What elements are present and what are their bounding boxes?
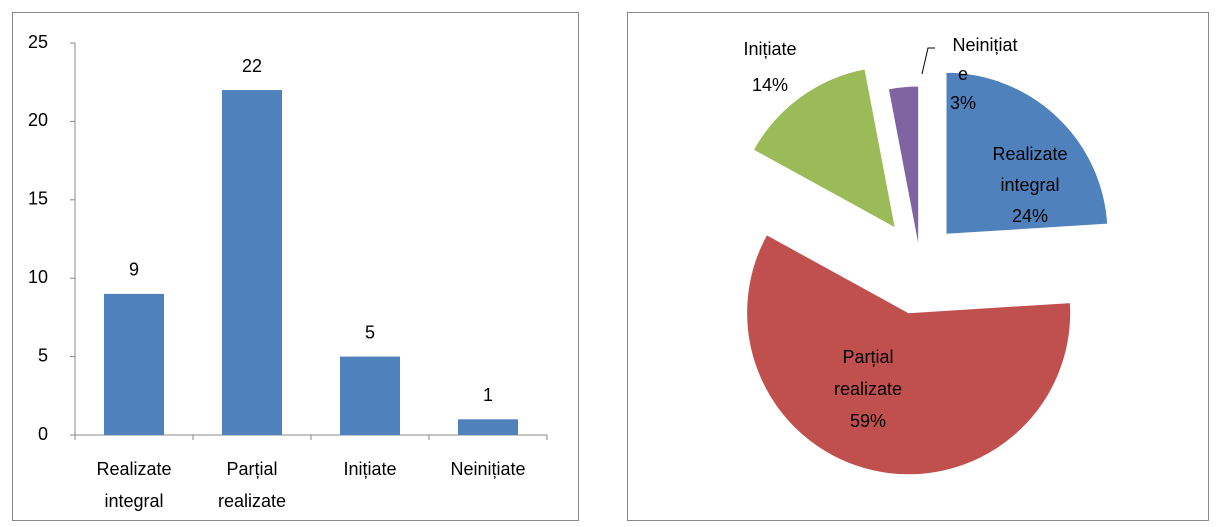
data-label: 5 — [365, 322, 375, 342]
x-tick-label: Inițiate — [343, 459, 396, 479]
data-label: 9 — [129, 260, 139, 280]
y-tick-label: 25 — [28, 32, 48, 52]
bar — [104, 293, 164, 435]
pie-value-label: 24% — [1012, 206, 1048, 226]
pie-label: Realizate integral — [992, 144, 1067, 195]
x-tick-label: Realizate integral — [96, 459, 171, 511]
pie-label: Neinițiat e — [952, 35, 1017, 84]
y-tick-label: 5 — [38, 345, 48, 365]
y-tick-label: 0 — [38, 424, 48, 444]
data-label: 22 — [242, 56, 262, 76]
bar — [340, 356, 400, 435]
pie-slice — [887, 85, 920, 249]
pie-label: Parțial realizate — [834, 347, 902, 399]
y-tick-label: 15 — [28, 189, 48, 209]
pie-value-label: 3% — [950, 93, 976, 113]
bar — [458, 419, 518, 435]
y-tick-label: 10 — [28, 267, 48, 287]
pie-slice — [752, 68, 897, 229]
y-tick-label: 20 — [28, 110, 48, 130]
pie-value-label: 14% — [752, 75, 788, 95]
data-label: 1 — [483, 385, 493, 405]
bar-chart-frame — [12, 12, 579, 521]
x-tick-label: Neinițiate — [450, 459, 525, 479]
bar — [222, 90, 282, 435]
pie-value-label: 59% — [850, 411, 886, 431]
pie-label: Inițiate — [743, 39, 796, 59]
pie-slice — [945, 71, 1109, 235]
leader-line — [921, 47, 935, 75]
pie-slice — [746, 234, 1072, 476]
x-tick-label: Parțial realizate — [218, 459, 286, 511]
